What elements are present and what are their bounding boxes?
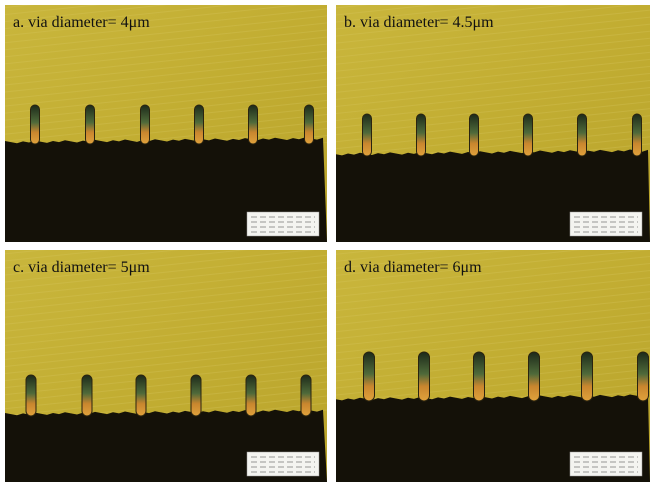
via-pillar xyxy=(141,105,150,144)
panel-label: a. via diameter= 4μm xyxy=(13,14,150,31)
via-pillar xyxy=(26,375,36,416)
via-pillar xyxy=(582,352,593,401)
via-pillar xyxy=(470,114,479,156)
via-pillar xyxy=(633,114,642,156)
via-pillar xyxy=(301,375,311,416)
panel-label: b. via diameter= 4.5μm xyxy=(344,14,494,31)
panel-label: d. via diameter= 6μm xyxy=(344,259,482,276)
micrograph-panel: c. via diameter= 5μm xyxy=(5,250,327,482)
micrograph-panel: b. via diameter= 4.5μm xyxy=(336,5,650,242)
via-pillar xyxy=(191,375,201,416)
via-pillar xyxy=(419,352,430,401)
via-pillar xyxy=(474,352,485,401)
via-pillar xyxy=(31,105,40,144)
via-pillar xyxy=(195,105,204,144)
via-pillar xyxy=(249,105,258,144)
via-pillar xyxy=(82,375,92,416)
via-pillar xyxy=(305,105,314,144)
micrograph-panel: d. via diameter= 6μm xyxy=(336,250,650,482)
via-pillar xyxy=(524,114,533,156)
via-pillar xyxy=(417,114,426,156)
panel-label: c. via diameter= 5μm xyxy=(13,259,150,276)
via-pillar xyxy=(529,352,540,401)
via-pillar xyxy=(363,114,372,156)
via-pillar xyxy=(86,105,95,144)
via-pillar xyxy=(578,114,587,156)
figure: a. via diameter= 4μm b. via diameter= 4.5… xyxy=(0,0,654,485)
via-pillar xyxy=(638,352,649,401)
via-pillar xyxy=(364,352,375,401)
via-pillar xyxy=(136,375,146,416)
micrograph-panel: a. via diameter= 4μm xyxy=(5,5,327,242)
via-pillar xyxy=(246,375,256,416)
